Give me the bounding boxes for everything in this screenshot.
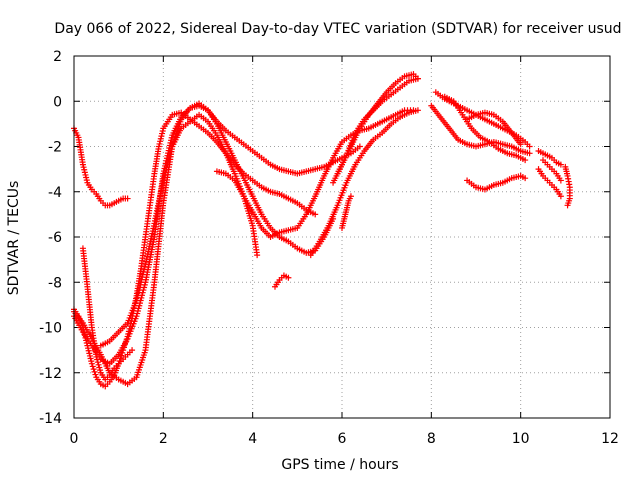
data-point [118,352,125,359]
data-point [92,371,99,378]
x-tick-label: 10 [512,431,530,447]
data-point [135,305,142,312]
y-tick-label: 0 [53,94,62,110]
data-point [347,193,354,200]
data-point [168,146,175,153]
y-tick-label: -14 [39,411,62,427]
data-point [134,307,141,314]
data-point [161,172,168,179]
data-point [557,193,564,200]
series-arc-d [71,102,363,388]
series-arc-u [562,163,573,209]
data-point [90,366,97,373]
data-point [414,75,421,82]
series-arc-f [97,111,261,349]
y-tick-label: -6 [48,230,62,246]
series-arc-h [307,107,421,259]
data-point [167,148,174,155]
series-arc-p [464,109,524,148]
data-point [254,252,261,259]
x-tick-label: 2 [159,431,168,447]
data-point [522,157,529,164]
data-point [94,359,101,366]
series-arc-j [334,75,421,177]
data-points [71,71,573,390]
data-point [88,360,95,367]
series-arc-l [272,272,292,290]
data-point [97,367,104,374]
data-point [116,357,123,364]
data-point [522,175,529,182]
data-point [356,143,363,150]
x-tick-label: 0 [70,431,79,447]
series-arc-g [213,107,417,240]
data-point [163,164,170,171]
data-point [167,151,174,158]
data-point [414,107,421,114]
y-tick-label: -2 [48,140,62,156]
data-point [163,166,170,173]
series-arc-o [441,93,529,164]
x-tick-labels: 0 2 4 6 8 10 12 [70,431,619,447]
plot-frame [73,55,611,419]
series-arc-q [464,172,529,193]
data-point [285,274,292,281]
x-tick-label: 4 [248,431,257,447]
series-arc-t [540,157,564,184]
data-point [162,169,169,176]
data-point [115,360,122,367]
data-point [91,368,98,375]
y-tick-label: -12 [39,366,62,382]
data-point [165,159,172,166]
data-point [526,150,533,157]
data-point [526,143,533,150]
y-tick-label: -10 [39,321,62,337]
series-arc-a [71,125,131,209]
data-point [124,195,131,202]
data-point [161,174,168,181]
y-tick-label: -4 [48,185,62,201]
y-tick-label: 2 [53,49,62,65]
series-arc-r [535,148,564,168]
y-tick-label: -8 [48,275,62,291]
data-point [557,177,564,184]
data-point [517,141,524,148]
data-point [166,153,173,160]
data-point [95,361,102,368]
series-arc-k [339,193,354,231]
y-axis-label: SDTVAR / TECUs [6,181,22,296]
data-point [557,161,564,168]
data-point [564,202,571,209]
data-point [160,177,167,184]
data-point [164,161,171,168]
series-arc-m [428,102,533,157]
x-tick-label: 12 [601,431,619,447]
data-point [89,363,96,370]
series-arc-s [535,166,564,200]
x-tick-label: 6 [338,431,347,447]
data-point [312,211,319,218]
data-point [134,310,141,317]
chart-title: Day 066 of 2022, Sidereal Day-to-day VTE… [54,21,621,37]
data-point [96,364,103,371]
data-point [117,355,124,362]
y-tick-labels: 2 0 -2 -4 -6 -8 -10 -12 -14 [39,49,62,427]
data-point [165,156,172,163]
x-tick-label: 8 [427,431,436,447]
x-axis-label: GPS time / hours [281,457,398,473]
data-point [129,347,136,354]
data-point [133,313,140,320]
